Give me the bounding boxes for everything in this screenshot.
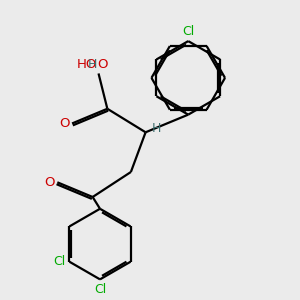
Text: H: H	[152, 122, 161, 135]
Text: HO: HO	[77, 58, 97, 71]
Text: H: H	[88, 58, 97, 71]
Text: Cl: Cl	[53, 255, 65, 268]
Text: Cl: Cl	[94, 283, 106, 296]
Text: O: O	[44, 176, 55, 189]
Text: O: O	[97, 58, 107, 71]
Text: O: O	[59, 117, 70, 130]
Text: Cl: Cl	[182, 25, 194, 38]
